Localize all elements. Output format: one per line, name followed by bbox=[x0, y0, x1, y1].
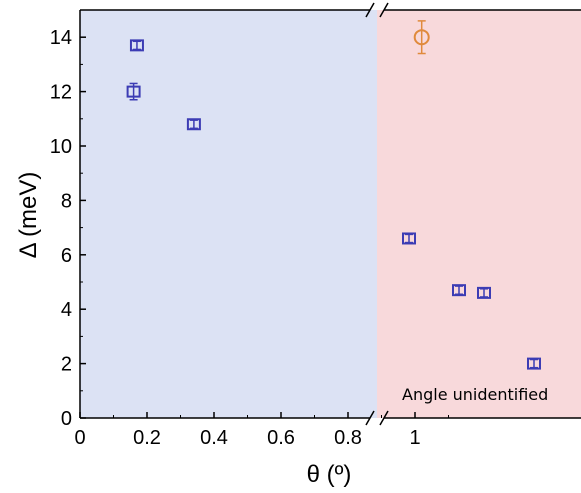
x-tick-label: 0.4 bbox=[200, 427, 228, 449]
data-point-square bbox=[186, 118, 201, 131]
data-point-circle bbox=[413, 29, 430, 46]
x-axis-title: θ (º) bbox=[307, 461, 352, 488]
y-tick-label: 12 bbox=[50, 82, 72, 104]
data-point-square bbox=[477, 286, 491, 299]
x-tick-label: 0.2 bbox=[133, 427, 161, 449]
x-tick-label: 0.6 bbox=[267, 427, 295, 449]
y-tick-label: 6 bbox=[61, 245, 72, 267]
data-point-square bbox=[452, 284, 466, 297]
y-tick-label: 10 bbox=[50, 136, 72, 158]
axis-break-mark bbox=[365, 2, 375, 18]
data-point-square bbox=[527, 357, 541, 370]
x-tick-label: 0 bbox=[74, 427, 85, 449]
data-point-square bbox=[402, 232, 416, 245]
y-tick-label: 8 bbox=[61, 190, 72, 212]
region-identified bbox=[80, 10, 377, 418]
axis-break-mark bbox=[365, 410, 375, 426]
x-tick-label: 1 bbox=[409, 427, 420, 449]
data-point-square bbox=[129, 39, 144, 52]
axis-break-mark bbox=[379, 2, 389, 18]
region-unidentified bbox=[377, 10, 581, 418]
y-axis-title: Δ (meV) bbox=[15, 172, 42, 259]
annotation-angle-unidentified: Angle unidentified bbox=[402, 385, 548, 404]
y-tick-label: 14 bbox=[50, 27, 72, 49]
data-point-square bbox=[126, 85, 141, 98]
y-tick-label: 4 bbox=[61, 299, 72, 321]
axis-break-mark bbox=[379, 410, 389, 426]
x-tick-label: 0.8 bbox=[334, 427, 362, 449]
y-tick-label: 0 bbox=[61, 408, 72, 430]
y-tick-label: 2 bbox=[61, 354, 72, 376]
